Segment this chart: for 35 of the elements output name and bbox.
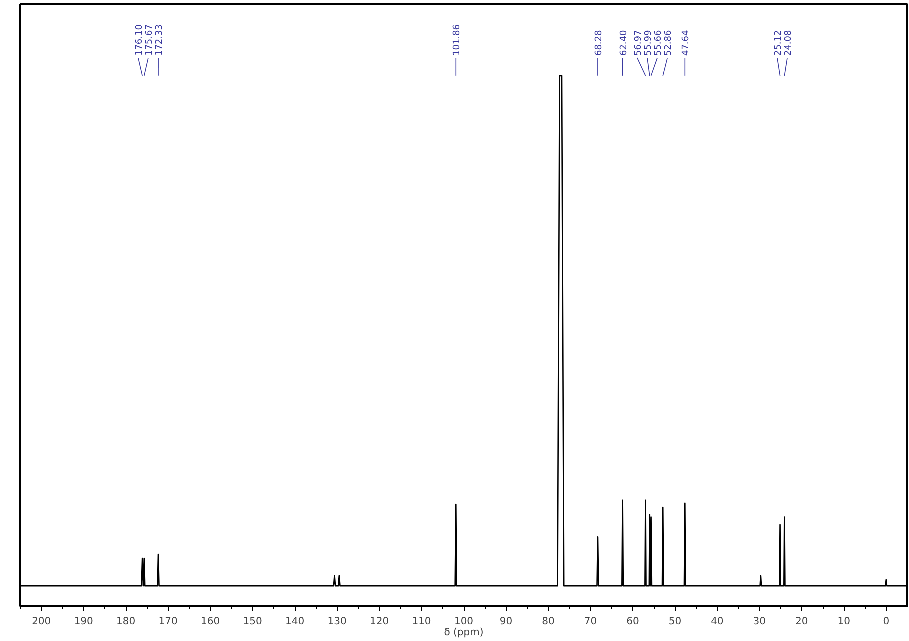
x-tick-label: 110 [412,616,432,628]
x-tick-label: 120 [370,616,390,628]
x-tick-label: 30 [753,616,766,628]
x-tick-label: 170 [158,616,178,628]
annotation: 24.08 [784,30,794,56]
annotation: 176.10 [134,24,145,56]
x-tick-label: 140 [286,616,305,628]
annotation: 25.12 [774,30,784,56]
x-tick-label: 50 [668,616,682,628]
annotation: 101.86 [452,24,463,56]
annotation: 172.33 [155,24,166,56]
x-tick-label: 90 [500,616,513,628]
x-tick-label: 160 [201,616,220,628]
x-axis-title: δ (ppm) [444,628,484,638]
annotation: 68.28 [594,30,604,56]
annotation: 47.64 [682,30,692,56]
x-tick-label: 60 [626,616,640,628]
x-tick-label: 80 [542,616,555,628]
x-tick-label: 190 [74,616,94,628]
x-tick-label: 180 [116,616,136,628]
x-tick-label: 40 [711,616,724,628]
annotation: 55.99 [644,30,654,56]
x-tick-label: 0 [883,616,890,628]
annotation: 56.97 [634,30,644,56]
x-tick-label: 200 [32,616,52,628]
annotation: 55.66 [654,30,664,56]
annotation: 175.67 [144,24,155,56]
x-tick-label: 20 [796,616,808,628]
annotation: 52.86 [664,30,674,56]
annotation: 62.40 [619,30,630,56]
x-tick-label: 130 [328,616,347,628]
x-tick-label: 70 [584,616,598,628]
x-tick-label: 10 [838,616,851,628]
x-tick-label: 150 [243,616,262,628]
x-tick-label: 100 [454,616,474,628]
